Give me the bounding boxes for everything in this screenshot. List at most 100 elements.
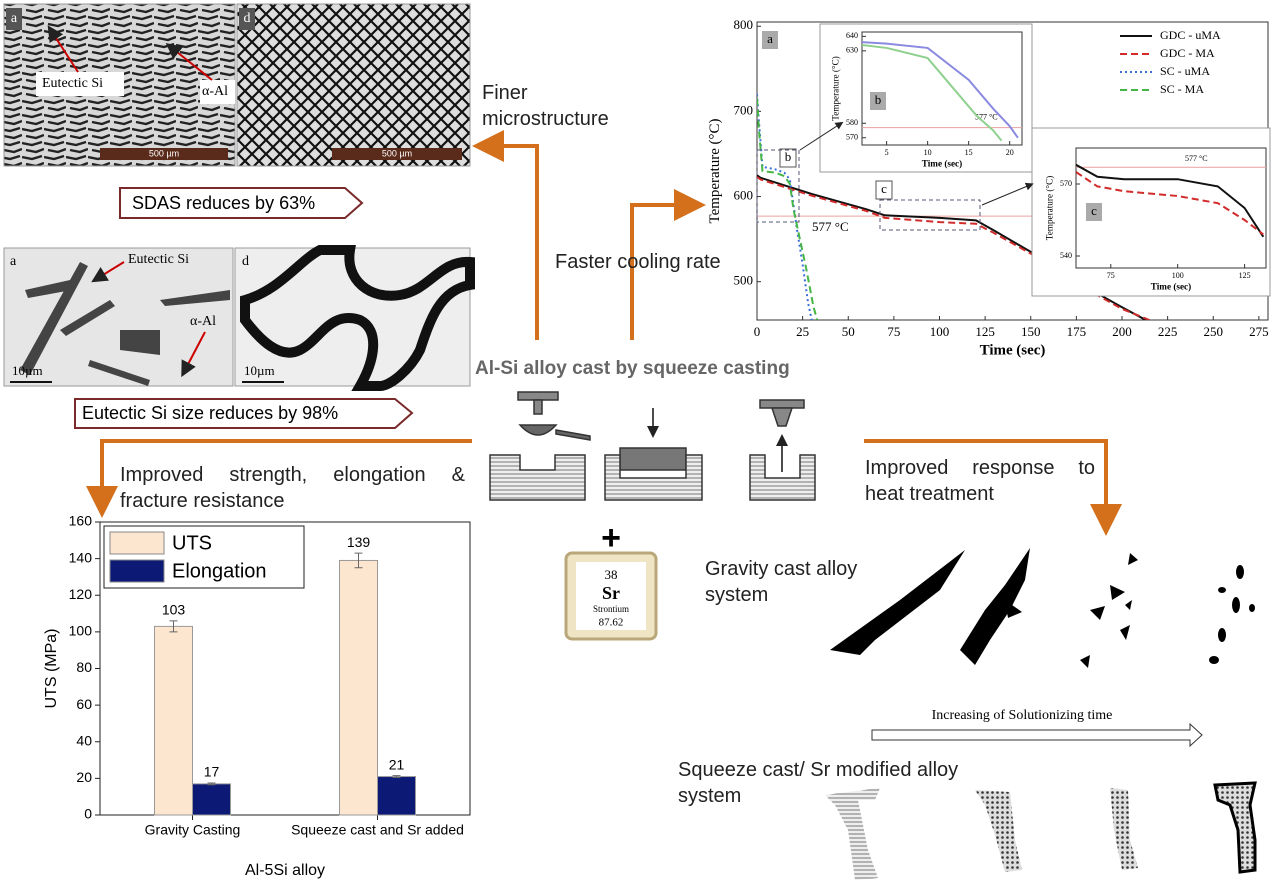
series-line	[1076, 171, 1264, 236]
time-arrow	[871, 722, 1203, 748]
panel-label: d	[244, 11, 251, 26]
panel-box	[762, 31, 778, 49]
element-tile: + 38 Sr Strontium 87.62	[564, 519, 658, 641]
series-line	[862, 44, 1003, 142]
zoom-box	[756, 149, 800, 223]
panel-box	[6, 8, 22, 30]
error-bar	[207, 782, 216, 786]
reference-label: 577 °C	[812, 219, 849, 234]
x-tick-label: 200	[1112, 324, 1132, 339]
error-bar	[354, 552, 363, 569]
y-axis-label: UTS (MPa)	[43, 629, 60, 709]
callout-text: SDAS reduces by 63%	[132, 193, 315, 213]
particle	[1080, 553, 1138, 668]
flow-arrow	[864, 439, 1122, 536]
legend-swatch	[109, 531, 165, 555]
x-tick-label: 0	[754, 324, 761, 339]
scale-label: 10µm	[244, 363, 275, 378]
particle	[1209, 656, 1219, 664]
label-bg	[36, 72, 124, 96]
series-line	[757, 98, 819, 320]
reference-label: 577 °C	[975, 112, 998, 121]
panel-label: b	[875, 92, 882, 107]
ram	[533, 399, 543, 415]
label: α-Al	[202, 84, 228, 99]
y-tick-label: 700	[734, 102, 754, 117]
x-tick-label: 100	[930, 324, 950, 339]
value-label: 139	[347, 534, 371, 550]
y-tick-label: 540	[1060, 251, 1072, 260]
die	[604, 454, 703, 501]
casting-schematic	[489, 391, 816, 501]
plot-frame	[1075, 147, 1267, 269]
element-name: Strontium	[593, 604, 629, 614]
si-flakes	[20, 262, 230, 386]
legend-label: SC - MA	[1160, 82, 1204, 96]
y-tick-label: 120	[69, 586, 93, 602]
series-line	[862, 41, 1019, 139]
squeeze-particles	[825, 781, 1257, 880]
legend-label: UTS	[172, 532, 212, 554]
flow-arrow	[86, 439, 472, 518]
y-tick-label: 20	[76, 769, 92, 785]
micrograph-bottom-right: d 10µm	[234, 245, 475, 391]
image	[236, 3, 471, 167]
pointer	[47, 25, 79, 73]
gravity-particles	[830, 548, 1255, 668]
y-tick-label: 500	[734, 273, 754, 288]
legend-label: Elongation	[172, 560, 267, 582]
scale-label: 10µm	[12, 363, 43, 378]
ladle	[518, 424, 591, 441]
error-bar	[392, 775, 401, 778]
connector	[799, 121, 844, 151]
panel-box	[875, 180, 893, 200]
bar	[192, 783, 231, 816]
label: Eutectic Si	[128, 252, 189, 267]
scale-bar	[100, 148, 228, 160]
x-tick-label: 25	[796, 324, 809, 339]
x-axis-label: Time (sec)	[1151, 281, 1191, 291]
y-tick-label: 800	[734, 17, 754, 32]
flow-arrow	[630, 189, 706, 340]
label: α-Al	[190, 314, 216, 329]
particle	[1236, 565, 1244, 579]
callout-arrow	[74, 398, 414, 429]
x-tick-label: 150	[1021, 324, 1041, 339]
x-tick-label: 125	[1239, 271, 1251, 280]
value-label: 103	[162, 602, 186, 618]
plot-frame	[861, 31, 1023, 146]
reference-label: 577 °C	[1185, 154, 1208, 163]
x-tick-label: 225	[1158, 324, 1178, 339]
pointer	[91, 261, 125, 283]
x-tick-label: 15	[965, 148, 973, 157]
micrograph-top-right: d 500 µm	[236, 3, 471, 167]
x-tick-label: Gravity Casting	[145, 822, 241, 838]
y-axis-label: Temperature (°C)	[707, 119, 723, 224]
eutectic-network	[240, 245, 475, 391]
bar	[154, 625, 193, 816]
x-tick-label: 100	[1172, 271, 1184, 280]
particle	[1110, 788, 1138, 870]
ram	[770, 407, 794, 427]
gravity-text: Gravity cast alloy system	[705, 558, 858, 606]
particle	[1218, 587, 1226, 593]
particle	[1232, 597, 1240, 613]
zoom-box	[879, 199, 981, 231]
callout-text: Eutectic Si size reduces by 98%	[82, 403, 338, 423]
y-tick-label: 580	[846, 118, 858, 127]
y-tick-label: 0	[84, 806, 92, 822]
panel-label: d	[242, 254, 249, 269]
particle	[960, 548, 1030, 665]
particle	[975, 790, 1022, 872]
x-tick-label: 125	[975, 324, 995, 339]
strength-text: Improved strength, elongation & fracture…	[120, 464, 465, 512]
scale-bar	[332, 148, 462, 160]
legend-label: SC - uMA	[1160, 64, 1210, 78]
x-tick-label: 250	[1204, 324, 1224, 339]
series-line	[757, 176, 1150, 320]
atomic-mass: 87.62	[599, 617, 624, 629]
